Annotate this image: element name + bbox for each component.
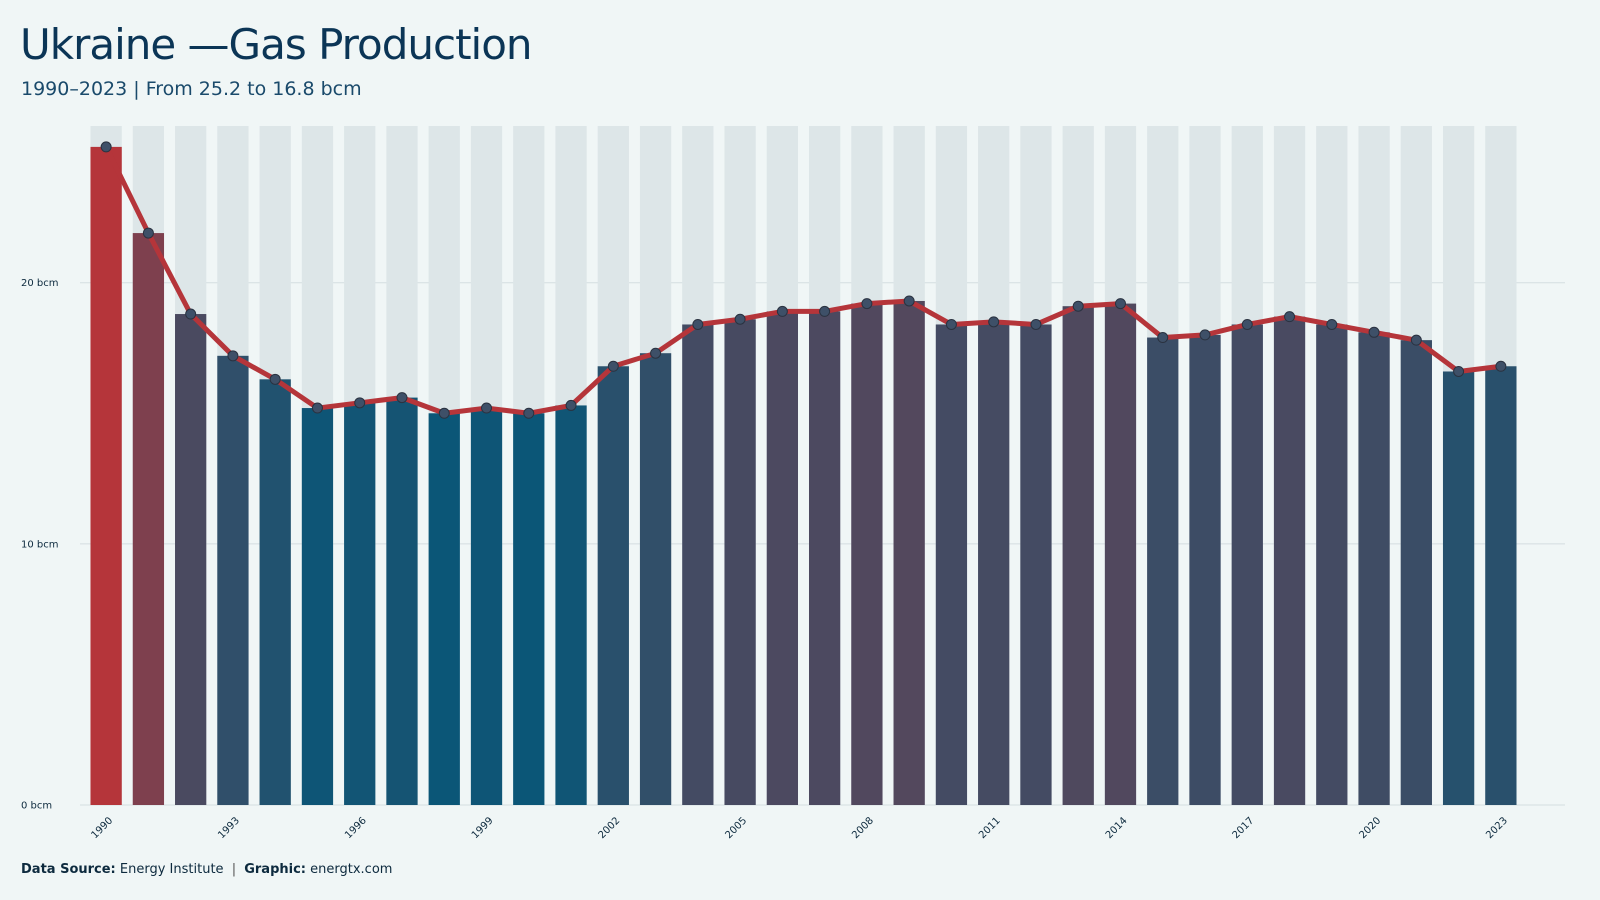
bar xyxy=(978,321,1010,805)
bar xyxy=(90,146,122,805)
bar xyxy=(597,366,629,805)
x-tick-label: 2008 xyxy=(850,815,876,841)
bar xyxy=(259,379,291,805)
data-point xyxy=(776,305,788,317)
bar xyxy=(1147,337,1179,805)
data-point xyxy=(311,402,323,414)
bar xyxy=(470,408,503,805)
y-tick-label: 0 bcm xyxy=(21,801,52,812)
data-point xyxy=(396,392,408,404)
data-point xyxy=(1199,329,1211,341)
source-label: Data Source: xyxy=(21,862,116,877)
bar xyxy=(1062,306,1094,805)
bar xyxy=(639,353,672,805)
bar xyxy=(132,233,165,806)
x-tick-label: 1990 xyxy=(89,815,115,841)
bar xyxy=(1358,332,1390,805)
data-point xyxy=(1495,360,1507,372)
bar xyxy=(1104,303,1137,805)
bar xyxy=(386,397,418,805)
bar xyxy=(1231,324,1263,805)
data-point xyxy=(354,397,366,409)
bar xyxy=(808,311,841,805)
bar xyxy=(682,324,714,805)
data-point xyxy=(1241,318,1253,330)
footer-source: Data Source: Energy Institute | Graphic:… xyxy=(21,862,392,877)
bar xyxy=(1316,324,1348,805)
bar xyxy=(175,314,207,805)
data-point xyxy=(438,407,450,419)
data-point xyxy=(1114,298,1126,310)
data-point xyxy=(819,305,831,317)
bar xyxy=(513,413,545,805)
data-point xyxy=(1410,334,1422,346)
data-point xyxy=(1453,365,1465,377)
data-point xyxy=(945,318,957,330)
data-point xyxy=(523,407,535,419)
data-point xyxy=(650,347,662,359)
bar xyxy=(344,402,376,805)
data-point xyxy=(1326,318,1338,330)
bar xyxy=(893,300,925,805)
data-point xyxy=(1368,326,1380,338)
data-point xyxy=(692,318,704,330)
data-point xyxy=(1030,318,1042,330)
y-tick-label: 20 bcm xyxy=(21,278,59,289)
data-point xyxy=(1072,300,1084,312)
series-line xyxy=(103,144,1504,416)
bar xyxy=(217,355,249,805)
data-point xyxy=(269,373,281,385)
graphic-label: Graphic: xyxy=(244,862,306,877)
bar xyxy=(1020,324,1052,805)
x-tick-label: 2002 xyxy=(597,815,623,841)
bar xyxy=(851,303,883,805)
data-point xyxy=(903,295,915,307)
x-tick-label: 2023 xyxy=(1484,815,1510,841)
x-tick-label: 1999 xyxy=(470,815,496,841)
data-point xyxy=(1157,332,1169,344)
bar xyxy=(1189,334,1221,805)
bar xyxy=(1273,316,1306,805)
data-point xyxy=(100,141,112,153)
data-point xyxy=(734,313,746,325)
bar xyxy=(1400,340,1432,805)
source-value: Energy Institute xyxy=(119,862,224,877)
bar xyxy=(555,405,587,805)
x-tick-label: 2005 xyxy=(723,815,749,841)
bar xyxy=(428,413,460,805)
bar xyxy=(1442,371,1475,805)
x-tick-label: 2011 xyxy=(977,815,1003,841)
data-point xyxy=(185,308,197,320)
x-tick-label: 2014 xyxy=(1104,815,1130,841)
data-point xyxy=(861,298,873,310)
bar xyxy=(766,311,799,805)
data-point xyxy=(988,316,1000,328)
y-tick-label: 10 bcm xyxy=(21,539,59,550)
x-tick-label: 1996 xyxy=(343,815,369,841)
graphic-value: energtx.com xyxy=(310,862,393,877)
footer-separator: | xyxy=(231,862,237,877)
data-point xyxy=(565,399,577,411)
x-tick-label: 2017 xyxy=(1231,815,1257,841)
page-subtitle: 1990–2023 | From 25.2 to 16.8 bcm xyxy=(21,78,362,100)
x-tick-label: 1993 xyxy=(216,815,242,841)
data-point xyxy=(142,227,154,239)
page-title: Ukraine —Gas Production xyxy=(20,20,533,69)
bar xyxy=(935,324,968,805)
x-tick-label: 2020 xyxy=(1357,815,1383,841)
bar xyxy=(301,408,334,805)
bar xyxy=(724,319,756,805)
data-point xyxy=(227,350,239,362)
data-point xyxy=(481,402,493,414)
data-point xyxy=(1284,311,1296,323)
data-point xyxy=(607,360,619,372)
bar xyxy=(1485,366,1517,805)
